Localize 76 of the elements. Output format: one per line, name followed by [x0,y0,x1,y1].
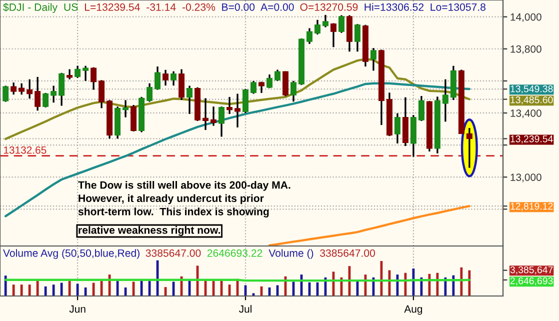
y-tick-label: 13,800 [510,45,542,54]
candlestick [146,82,153,103]
candlestick [82,65,89,82]
annotation: L=13239.54 [84,3,140,11]
candlestick [162,69,169,86]
candlestick [314,19,320,36]
candlestick [226,96,232,115]
annotation: The Dow is still well above its 200-day MA. However, it already undercut its prior short-term low. This index is showing [78,181,290,218]
x-tick-label: Jun [69,305,86,313]
annotation: A=0.00 [260,3,294,11]
line-series [268,204,471,246]
candlestick [170,70,177,86]
annotation: 3385647.00 [146,249,201,257]
candlestick [210,106,217,127]
candlestick [50,84,57,104]
candlestick [330,22,336,48]
candlestick [178,68,185,101]
candlestick [42,92,49,108]
x-tick-label: Jul [239,305,252,313]
candlestick [66,68,73,80]
y-tick-label: 13,549.38 [510,85,553,94]
candlestick [418,95,424,122]
annotation: relative weakness right now. [78,226,220,236]
candlestick [98,79,105,110]
candlestick [370,47,376,72]
candlestick [34,76,41,112]
candlestick [90,66,97,91]
y-tick-label: 13,000 [510,174,542,182]
y-tick-label: 12,819.12 [510,202,553,211]
candlestick [322,14,328,28]
candlestick [234,92,240,128]
candlestick [282,70,288,97]
annotation: $DJI - Daily [3,3,58,13]
annotation: Hi=13306.52 [364,3,424,11]
candlestick [306,27,312,45]
y-tick-label: 13,400 [510,109,542,118]
candlestick [394,112,400,144]
candlestick [354,23,360,52]
annotation: US [64,3,78,11]
candlestick [154,66,161,91]
candlestick [122,99,129,118]
annotation: -31.14 [146,3,176,11]
line-series [4,82,471,218]
candlestick [202,97,209,131]
candlestick [258,80,264,94]
candlestick [186,84,193,115]
annotation: Lo=13057.8 [430,3,486,11]
candlestick [290,80,296,102]
annotation: -0.23% [182,3,216,11]
y-tick-label: 13,485.60 [510,96,553,104]
candlestick [218,106,224,138]
y-tick-label: 2,646,693 [510,277,553,286]
annotation: B=0.00 [222,3,255,11]
x-tick-label: Aug [404,305,422,315]
candlestick [466,127,472,169]
candlestick [58,72,65,107]
y-tick-label: 14,000 [510,13,542,22]
candlestick [250,80,256,95]
annotation: 3385647.00 [320,249,375,257]
candlestick [274,68,280,82]
candlestick [242,88,248,114]
annotation: 2646693.22 [207,249,262,257]
candlestick [338,14,344,34]
candlestick [26,78,33,100]
y-tick-label: 3,385,647 [510,266,553,274]
candlestick [266,74,272,89]
candlestick [18,82,25,96]
ref-line-label: 13132.65 [4,146,46,154]
candlestick [10,82,17,96]
candlestick [74,65,81,79]
annotation: Volume Avg (50,50,blue,Red) [3,249,140,259]
annotation: O=13270.59 [300,3,358,11]
candlestick [442,78,448,122]
candlestick [2,84,9,103]
annotation: Volume () [268,249,314,259]
y-tick-label: 13,239.54 [510,135,553,144]
